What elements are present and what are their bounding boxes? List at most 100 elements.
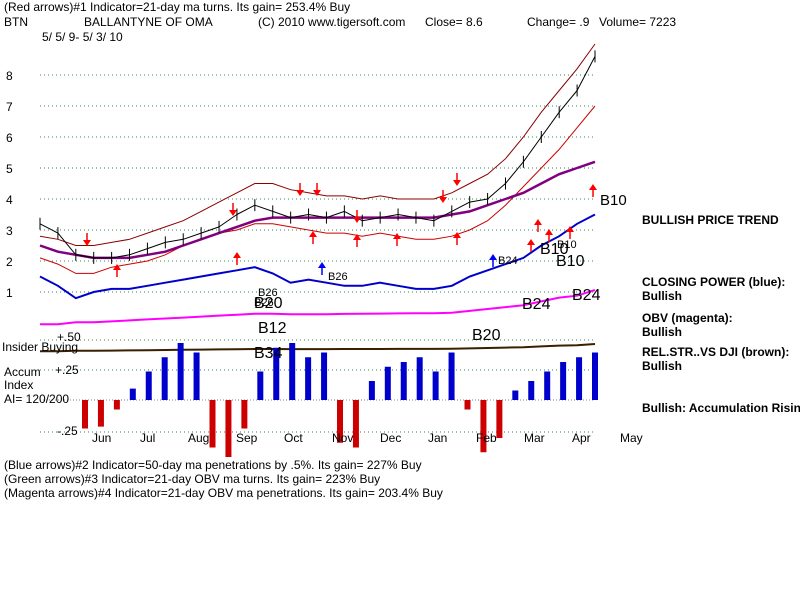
close-value: Close= 8.6	[425, 15, 483, 29]
price-link	[451, 201, 470, 212]
obv-line	[40, 289, 596, 326]
signal-label: B26	[258, 287, 278, 299]
closing-power-line	[39, 213, 596, 300]
month-label: Aug	[188, 431, 209, 445]
price-link	[236, 204, 256, 215]
price-link	[344, 210, 363, 222]
price-link	[39, 223, 59, 234]
price-link	[415, 217, 434, 222]
price-link	[576, 56, 596, 91]
signal-arrowhead	[318, 262, 326, 268]
signal-arrowhead	[233, 252, 241, 258]
signal-arrowhead	[83, 240, 91, 246]
signal-label: B24	[498, 255, 518, 267]
obv-label: OBV (magenta):	[642, 311, 733, 325]
y-axis-ticks: 1 2 3 4 5 6 7 8	[6, 69, 13, 300]
signal-label: B34	[254, 345, 283, 362]
signal-arrowhead	[353, 217, 361, 223]
y-tick-label: 8	[6, 69, 13, 83]
accum-tick-50: +.50	[57, 330, 81, 344]
price-link	[111, 254, 130, 259]
accum-index-bars	[82, 343, 598, 457]
signal-label: B10	[557, 239, 577, 251]
price-link	[433, 210, 453, 222]
month-label: Feb	[476, 431, 497, 445]
index-label: Index	[4, 378, 34, 392]
y-tick-label: 1	[6, 286, 13, 300]
y-tick-label: 3	[6, 224, 13, 238]
insider-buying-label: Insider Buying	[2, 340, 79, 354]
y-tick-label: 4	[6, 193, 13, 207]
relstr-value: Bullish	[642, 359, 683, 373]
signal-arrowhead	[453, 180, 461, 186]
signal-arrowhead	[393, 233, 401, 239]
y-tick-label: 2	[6, 255, 13, 269]
signal-arrowhead	[534, 219, 542, 225]
change-value: Change= .9	[527, 15, 590, 29]
month-label: Sep	[236, 431, 258, 445]
signal-arrowhead	[489, 254, 497, 260]
upper-band-line	[39, 43, 596, 246]
y-tick-label: 5	[6, 162, 13, 176]
price-link	[272, 210, 291, 219]
month-label: Nov	[332, 431, 353, 445]
price-link	[326, 210, 345, 219]
ticker-symbol: BTN	[4, 15, 28, 29]
price-trend-label: BULLISH PRICE TREND	[642, 213, 779, 227]
price-link	[165, 238, 184, 243]
month-label: Dec	[380, 431, 401, 445]
price-link	[290, 214, 309, 219]
signal-label: B24	[572, 287, 601, 304]
signal-arrowhead	[439, 197, 447, 203]
volume-value: Volume= 7223	[599, 15, 677, 29]
y-tick-label: 6	[6, 131, 13, 145]
indicator3-footer: (Green arrows)#3 Indicator=21-day OBV ma…	[4, 472, 381, 486]
accum-label: Accum	[4, 365, 41, 379]
indicator1-header: (Red arrows)#1 Indicator=21-day ma turns…	[4, 0, 351, 14]
price-link	[540, 111, 560, 138]
month-label: Jul	[140, 431, 155, 445]
ma50-line	[39, 160, 596, 260]
month-label: May	[620, 431, 643, 445]
signal-arrows	[83, 173, 597, 277]
indicator4-footer: (Magenta arrows)#4 Indicator=21-day OBV …	[4, 486, 443, 500]
b10-right-label: B10	[600, 192, 627, 209]
signal-label: B26	[328, 271, 348, 283]
accum-tick-neg25: -.25	[57, 424, 78, 438]
closing-power-label: CLOSING POWER (blue):	[642, 275, 786, 289]
lower-band-line	[39, 105, 596, 274]
accum-status: Bullish: Accumulation Rising	[642, 401, 800, 415]
price-link	[522, 136, 542, 163]
price-link	[183, 232, 202, 240]
signal-arrowhead	[113, 264, 121, 270]
signal-arrowhead	[545, 229, 553, 235]
signal-arrowhead	[527, 239, 535, 245]
signal-label: B24	[522, 296, 551, 313]
price-link	[57, 232, 77, 256]
y-tick-label: 7	[6, 100, 13, 114]
price-link	[380, 214, 399, 219]
month-label: Mar	[524, 431, 545, 445]
price-link	[200, 226, 220, 234]
closing-power-value: Bullish	[642, 289, 683, 303]
grid-lines	[40, 74, 595, 433]
obv-value: Bullish	[642, 325, 683, 339]
accum-tick-25: +.25	[55, 363, 79, 377]
signal-arrowhead	[296, 190, 304, 196]
price-link	[218, 214, 238, 228]
month-label: Jan	[428, 431, 447, 445]
signal-label: B10	[540, 241, 569, 258]
price-link	[254, 204, 273, 212]
signal-arrowhead	[313, 190, 321, 196]
price-link	[75, 254, 94, 259]
signal-label: B26	[254, 297, 274, 309]
series-group	[39, 43, 596, 353]
month-label: Apr	[572, 431, 591, 445]
price-link	[308, 214, 327, 219]
price-link	[129, 248, 148, 256]
price-link	[469, 198, 488, 203]
signal-arrowhead	[566, 226, 574, 232]
price-link	[397, 214, 417, 219]
company-name: BALLANTYNE OF OMA	[84, 15, 213, 29]
